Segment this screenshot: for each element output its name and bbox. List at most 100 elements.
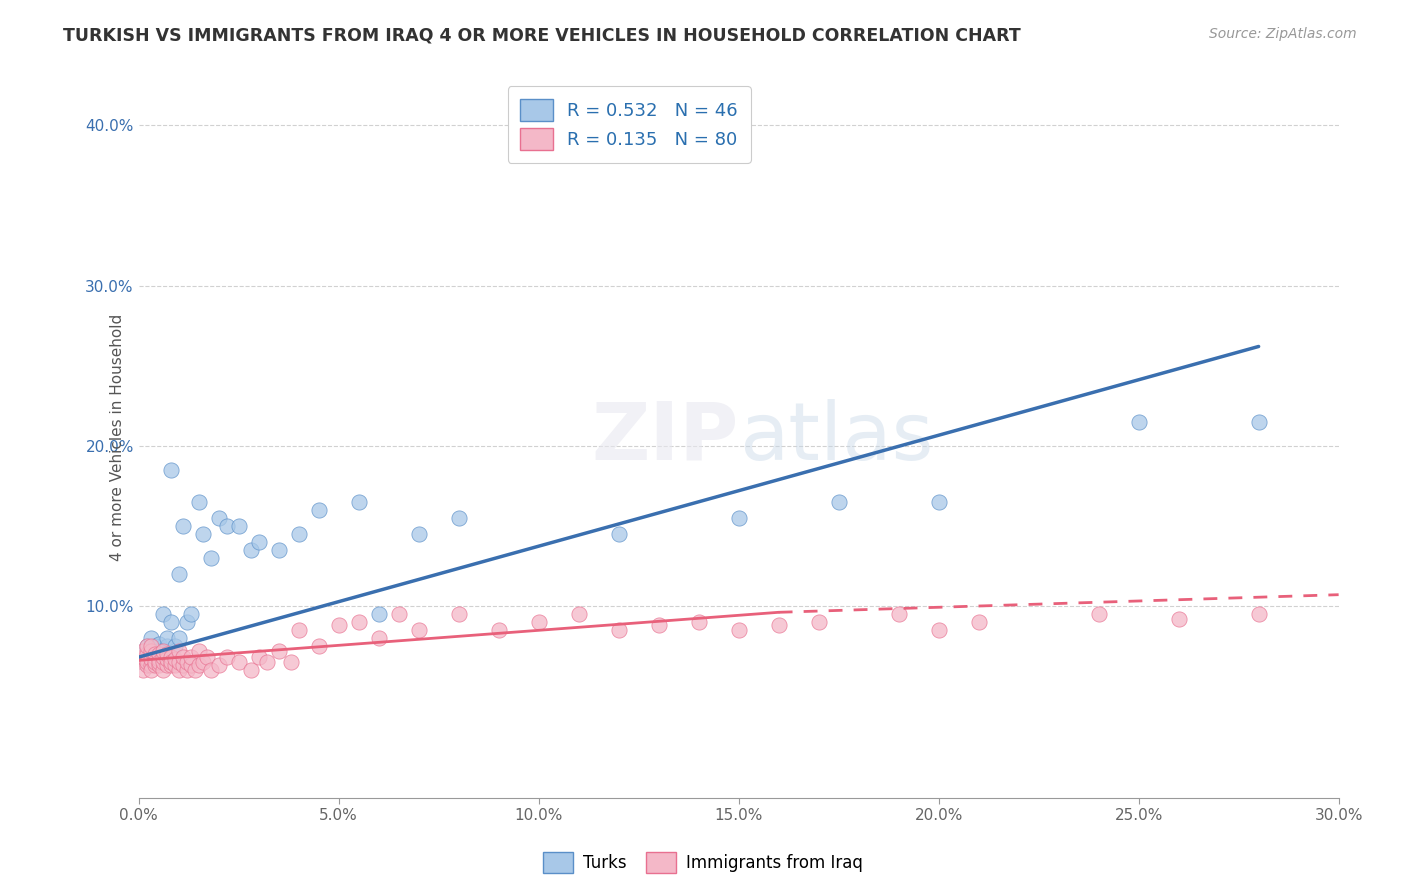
Point <box>187 644 209 658</box>
Point <box>256 655 278 669</box>
Point <box>139 663 162 677</box>
Point <box>152 650 174 665</box>
Legend: R = 0.532   N = 46, R = 0.135   N = 80: R = 0.532 N = 46, R = 0.135 N = 80 <box>508 87 751 163</box>
Point <box>187 658 209 673</box>
Point <box>143 655 166 669</box>
Point <box>191 655 214 669</box>
Point <box>156 647 179 661</box>
Point <box>247 534 270 549</box>
Point <box>135 647 157 661</box>
Point <box>807 615 830 629</box>
Point <box>159 655 181 669</box>
Point <box>568 607 591 621</box>
Point <box>167 663 190 677</box>
Point <box>408 526 430 541</box>
Point <box>1167 612 1189 626</box>
Point <box>159 658 181 673</box>
Point <box>228 655 250 669</box>
Point <box>159 615 181 629</box>
Point <box>180 650 202 665</box>
Point <box>152 607 174 621</box>
Point <box>131 650 153 665</box>
Point <box>163 658 186 673</box>
Point <box>180 658 202 673</box>
Point <box>139 639 162 653</box>
Point <box>447 607 470 621</box>
Point <box>135 652 157 666</box>
Text: Source: ZipAtlas.com: Source: ZipAtlas.com <box>1209 27 1357 41</box>
Point <box>727 623 749 637</box>
Point <box>827 495 849 509</box>
Point <box>1247 607 1270 621</box>
Point <box>167 644 190 658</box>
Point <box>135 658 157 673</box>
Text: TURKISH VS IMMIGRANTS FROM IRAQ 4 OR MORE VEHICLES IN HOUSEHOLD CORRELATION CHAR: TURKISH VS IMMIGRANTS FROM IRAQ 4 OR MOR… <box>63 27 1021 45</box>
Legend: Turks, Immigrants from Iraq: Turks, Immigrants from Iraq <box>536 846 870 880</box>
Point <box>156 658 179 673</box>
Point <box>159 463 181 477</box>
Point <box>167 631 190 645</box>
Point <box>191 526 214 541</box>
Point <box>159 650 181 665</box>
Point <box>131 663 153 677</box>
Point <box>447 511 470 525</box>
Point <box>131 655 153 669</box>
Point <box>280 655 302 669</box>
Point <box>1087 607 1109 621</box>
Point <box>180 607 202 621</box>
Point <box>215 518 238 533</box>
Point <box>135 639 157 653</box>
Point <box>163 652 186 666</box>
Point <box>139 650 162 665</box>
Point <box>928 623 950 637</box>
Point <box>135 639 157 653</box>
Point <box>148 647 170 661</box>
Point <box>208 658 231 673</box>
Point <box>131 644 153 658</box>
Point <box>131 655 153 669</box>
Point <box>156 639 179 653</box>
Point <box>139 644 162 658</box>
Point <box>148 644 170 658</box>
Point <box>143 647 166 661</box>
Point <box>247 650 270 665</box>
Point <box>152 663 174 677</box>
Point <box>607 623 630 637</box>
Point <box>172 518 194 533</box>
Point <box>148 655 170 669</box>
Text: atlas: atlas <box>738 399 934 476</box>
Point <box>148 655 170 669</box>
Point <box>152 655 174 669</box>
Point <box>152 647 174 661</box>
Point <box>228 518 250 533</box>
Point <box>148 652 170 666</box>
Point <box>131 647 153 661</box>
Point <box>143 650 166 665</box>
Point <box>172 650 194 665</box>
Point <box>308 639 330 653</box>
Point <box>167 566 190 581</box>
Y-axis label: 4 or more Vehicles in Household: 4 or more Vehicles in Household <box>110 314 125 561</box>
Point <box>200 663 222 677</box>
Point <box>139 644 162 658</box>
Point <box>347 615 370 629</box>
Point <box>967 615 990 629</box>
Point <box>408 623 430 637</box>
Point <box>139 658 162 673</box>
Point <box>267 644 290 658</box>
Point <box>287 526 309 541</box>
Point <box>167 655 190 669</box>
Point <box>239 542 262 557</box>
Point <box>195 650 218 665</box>
Point <box>1247 415 1270 429</box>
Point <box>176 663 198 677</box>
Point <box>156 652 179 666</box>
Point <box>647 618 669 632</box>
Point <box>887 607 910 621</box>
Point <box>367 631 389 645</box>
Point <box>139 631 162 645</box>
Point <box>239 663 262 677</box>
Point <box>187 495 209 509</box>
Point <box>267 542 290 557</box>
Point <box>287 623 309 637</box>
